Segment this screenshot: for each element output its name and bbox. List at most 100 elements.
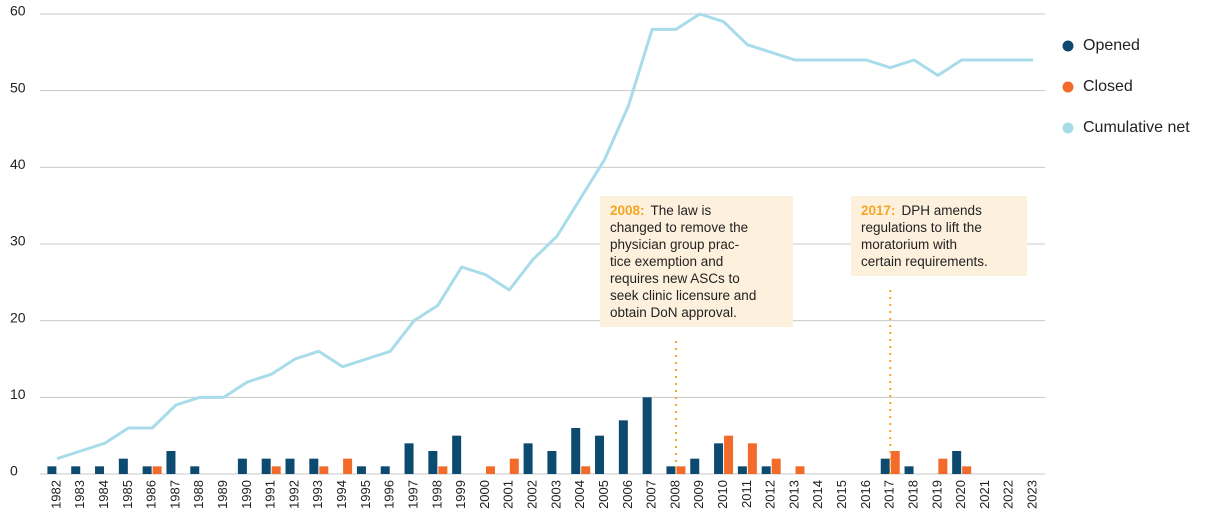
x-tick-label: 2018 xyxy=(905,480,920,509)
x-tick-label: 1999 xyxy=(453,480,468,509)
x-tick-label: 2013 xyxy=(786,480,801,509)
bar xyxy=(666,466,676,474)
x-tick-label: 2010 xyxy=(715,480,730,509)
y-tick-label: 50 xyxy=(10,79,26,95)
legend-marker xyxy=(1062,40,1074,52)
bar xyxy=(380,466,390,474)
x-tick-label: 2004 xyxy=(572,480,587,509)
bar xyxy=(904,466,914,474)
x-tick-label: 2017 xyxy=(882,480,897,509)
bar xyxy=(118,458,128,474)
bar xyxy=(952,451,962,474)
legend-marker xyxy=(1062,81,1074,93)
bar xyxy=(676,466,686,474)
legend-label: Closed xyxy=(1083,78,1133,95)
bar xyxy=(595,435,605,474)
bar xyxy=(95,466,105,474)
bar xyxy=(438,466,448,474)
x-tick-label: 1984 xyxy=(96,480,111,509)
annotation-line: moratorium with xyxy=(861,237,957,252)
annotation-line: tice exemption and xyxy=(610,254,723,269)
bar xyxy=(285,458,295,474)
y-tick-label: 30 xyxy=(10,233,26,249)
annotation-line: requires new ASCs to xyxy=(610,271,740,286)
x-tick-label: 2008 xyxy=(667,480,682,509)
x-tick-label: 2021 xyxy=(977,480,992,509)
x-tick-label: 1985 xyxy=(120,480,135,509)
x-tick-label: 2005 xyxy=(596,480,611,509)
bar xyxy=(271,466,281,474)
x-tick-label: 2012 xyxy=(763,480,778,509)
bar xyxy=(890,451,900,474)
bar xyxy=(142,466,152,474)
cumulative-line xyxy=(56,12,1034,461)
x-tick-label: 1990 xyxy=(239,480,254,509)
x-tick-label: 1982 xyxy=(48,480,63,509)
y-tick-label: 10 xyxy=(10,386,26,402)
bar xyxy=(452,435,462,474)
bar xyxy=(547,451,557,474)
bar xyxy=(571,428,581,474)
y-tick-label: 60 xyxy=(10,3,26,19)
annotation-line: certain requirements. xyxy=(861,254,988,269)
bar xyxy=(428,451,438,474)
legend-marker xyxy=(1062,122,1074,134)
annotation-box xyxy=(851,196,1027,276)
x-tick-label: 2011 xyxy=(739,480,754,508)
bar xyxy=(356,466,366,474)
bar xyxy=(404,443,414,474)
annotation-text: 2008: The law is changed to remove the phys… xyxy=(610,203,756,320)
x-tick-label: 2006 xyxy=(620,480,635,509)
y-tick-label: 40 xyxy=(10,156,26,172)
annotation-line: DPH amends xyxy=(902,203,983,218)
bar xyxy=(190,466,200,474)
x-tick-label: 1983 xyxy=(72,480,87,509)
bar xyxy=(47,466,57,474)
y-tick-label: 20 xyxy=(10,309,26,325)
x-tick-label: 1987 xyxy=(167,480,182,509)
bar xyxy=(152,466,162,474)
bar xyxy=(485,466,495,474)
bar xyxy=(880,458,890,474)
bar xyxy=(523,443,533,474)
x-tick-label: 1986 xyxy=(144,480,159,509)
x-tick-label: 2002 xyxy=(525,480,540,509)
bar xyxy=(771,458,781,474)
x-tick-label: 1991 xyxy=(263,480,278,509)
x-tick-label: 2015 xyxy=(834,480,849,509)
annotation-line: physician group prac- xyxy=(610,237,739,252)
bar xyxy=(343,458,353,474)
x-tick-label: 2019 xyxy=(929,480,944,509)
annotation-line: obtain DoN approval. xyxy=(610,305,737,320)
bar xyxy=(962,466,972,474)
annotation-line: seek clinic licensure and xyxy=(610,288,756,303)
bar xyxy=(309,458,319,474)
bar xyxy=(618,420,628,474)
x-tick-label: 1989 xyxy=(215,480,230,509)
x-tick-label: 2009 xyxy=(691,480,706,509)
annotation-year: 2017: xyxy=(861,203,896,218)
bar xyxy=(642,397,652,474)
x-tick-label: 2000 xyxy=(477,480,492,509)
annotation-line: changed to remove the xyxy=(610,220,748,235)
bar xyxy=(737,466,747,474)
bar xyxy=(761,466,771,474)
x-tick-label: 2020 xyxy=(953,480,968,509)
x-tick-label: 2022 xyxy=(1001,480,1016,509)
bar xyxy=(261,458,271,474)
x-tick-label: 2007 xyxy=(644,480,659,509)
x-tick-label: 1996 xyxy=(382,480,397,509)
y-tick-label: 0 xyxy=(10,463,18,479)
bar xyxy=(509,458,519,474)
bar xyxy=(795,466,805,474)
bar xyxy=(724,435,734,474)
x-tick-label: 1994 xyxy=(334,480,349,509)
bar xyxy=(747,443,757,474)
bar xyxy=(938,458,948,474)
x-tick-label: 1998 xyxy=(429,480,444,509)
bar xyxy=(237,458,247,474)
x-tick-label: 2023 xyxy=(1025,480,1040,509)
bar xyxy=(71,466,81,474)
x-tick-label: 1993 xyxy=(310,480,325,509)
x-tick-label: 2014 xyxy=(810,480,825,509)
